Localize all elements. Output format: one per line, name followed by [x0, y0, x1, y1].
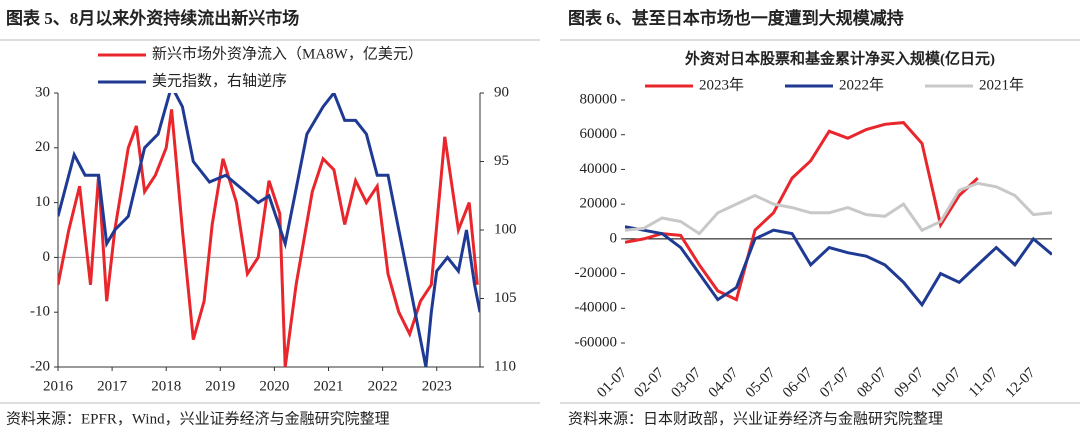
y-tick-label: 20	[35, 139, 50, 155]
x-tick-label: 2023	[422, 378, 452, 394]
x-tick-label: 05-07	[743, 365, 779, 401]
x-tick-label: 01-07	[594, 365, 630, 401]
x-tick-label: 11-07	[966, 365, 1002, 401]
y-tick-label: 80000	[580, 91, 618, 107]
y-tick-label: 10	[35, 194, 50, 210]
header: 图表 6、甚至日本市场也一度遭到大规模减持	[568, 8, 904, 28]
y-tick-label: 0	[610, 230, 618, 246]
y-tick-label: 60000	[580, 126, 618, 142]
y2-tick-label: 100	[494, 221, 517, 237]
legend-label: 美元指数，右轴逆序	[152, 72, 287, 89]
x-tick-label: 2019	[205, 378, 235, 394]
series-line	[625, 121, 979, 302]
y-tick-label: -40000	[575, 300, 618, 316]
series-line	[58, 109, 479, 367]
y2-tick-label: 95	[494, 153, 509, 169]
x-tick-label: 10-07	[928, 365, 964, 401]
y-tick-label: 40000	[580, 161, 618, 177]
y-tick-label: -20	[30, 358, 50, 374]
x-tick-label: 08-07	[854, 365, 890, 401]
x-tick-label: 2018	[151, 378, 181, 394]
y2-tick-label: 105	[494, 290, 517, 306]
legend-label: 2023年	[699, 76, 744, 93]
y-tick-label: -10	[30, 304, 50, 320]
chart-title: 外资对日本股票和基金累计净买入规模(亿日元)	[684, 49, 995, 67]
x-tick-label: 09-07	[891, 365, 927, 401]
y-tick-label: 20000	[580, 196, 618, 212]
y-tick-label: 0	[43, 249, 51, 265]
x-tick-label: 2017	[97, 378, 128, 394]
source: 资料来源：EPFR，Wind，兴业证券经济与金融研究院整理	[6, 409, 390, 427]
x-tick-label: 07-07	[817, 365, 853, 401]
x-tick-label: 2022	[368, 378, 398, 394]
x-tick-label: 2020	[259, 378, 289, 394]
y2-tick-label: 110	[494, 358, 516, 374]
x-tick-label: 2016	[43, 378, 74, 394]
x-tick-label: 02-07	[631, 365, 667, 401]
y-tick-label: -60000	[575, 334, 618, 350]
x-tick-label: 03-07	[668, 365, 704, 401]
x-tick-label: 04-07	[706, 365, 742, 401]
source: 资料来源：日本财政部，兴业证券经济与金融研究院整理	[568, 409, 943, 427]
series-line	[625, 225, 1052, 308]
y-tick-label: 30	[35, 84, 50, 100]
x-tick-label: 06-07	[780, 365, 816, 401]
legend-label: 2021年	[979, 76, 1024, 93]
y-tick-label: -20000	[575, 265, 618, 281]
series-line	[58, 93, 480, 367]
header: 图表 5、8月以来外资持续流出新兴市场	[6, 8, 299, 28]
legend-label: 新兴市场外资净流入（MA8W，亿美元）	[152, 45, 423, 62]
x-tick-label: 12-07	[1003, 365, 1039, 401]
x-tick-label: 2021	[314, 378, 344, 394]
y2-tick-label: 90	[494, 84, 509, 100]
legend-label: 2022年	[839, 76, 884, 93]
series-line	[625, 181, 1052, 236]
